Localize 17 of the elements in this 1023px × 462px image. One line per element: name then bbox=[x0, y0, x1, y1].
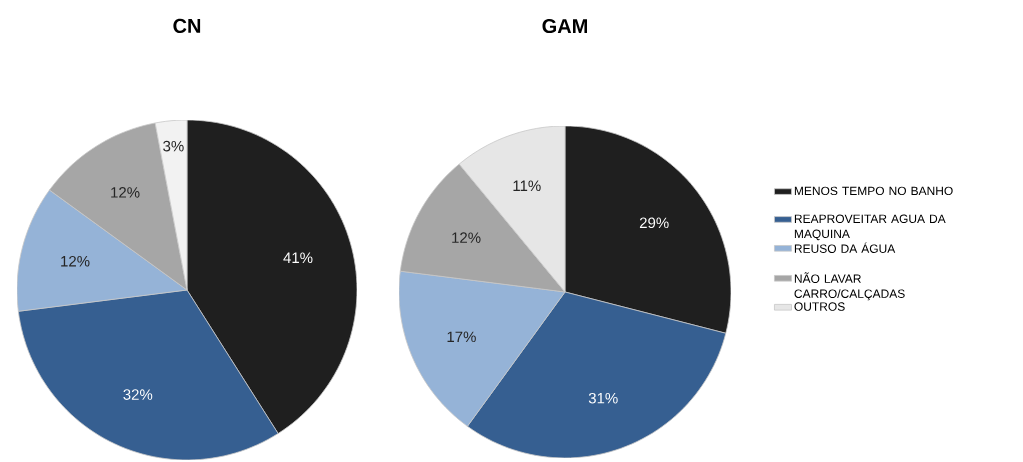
data-label: 32% bbox=[123, 389, 153, 400]
legend-label: NÃO LAVAR CARRO/CALÇADAS bbox=[794, 272, 905, 301]
chart-title: GAM bbox=[542, 18, 587, 34]
legend-label: REUSO DA ÁGUA bbox=[794, 242, 896, 253]
data-label: 41% bbox=[283, 252, 313, 263]
legend-label: OUTROS bbox=[794, 302, 845, 311]
data-label: 3% bbox=[163, 140, 184, 152]
data-label: 12% bbox=[61, 255, 90, 267]
data-label: 29% bbox=[639, 217, 669, 229]
legend-label: REAPROVEITAR AGUA DA MAQUINA bbox=[794, 214, 946, 241]
legend-label: MENOS TEMPO NO BANHO bbox=[794, 186, 953, 196]
data-label: 12% bbox=[111, 187, 140, 198]
data-label: 31% bbox=[588, 392, 618, 404]
chart-title: CN bbox=[173, 18, 201, 33]
data-label: 12% bbox=[452, 232, 481, 243]
data-label: 11% bbox=[513, 180, 541, 192]
data-label: 17% bbox=[447, 331, 476, 343]
